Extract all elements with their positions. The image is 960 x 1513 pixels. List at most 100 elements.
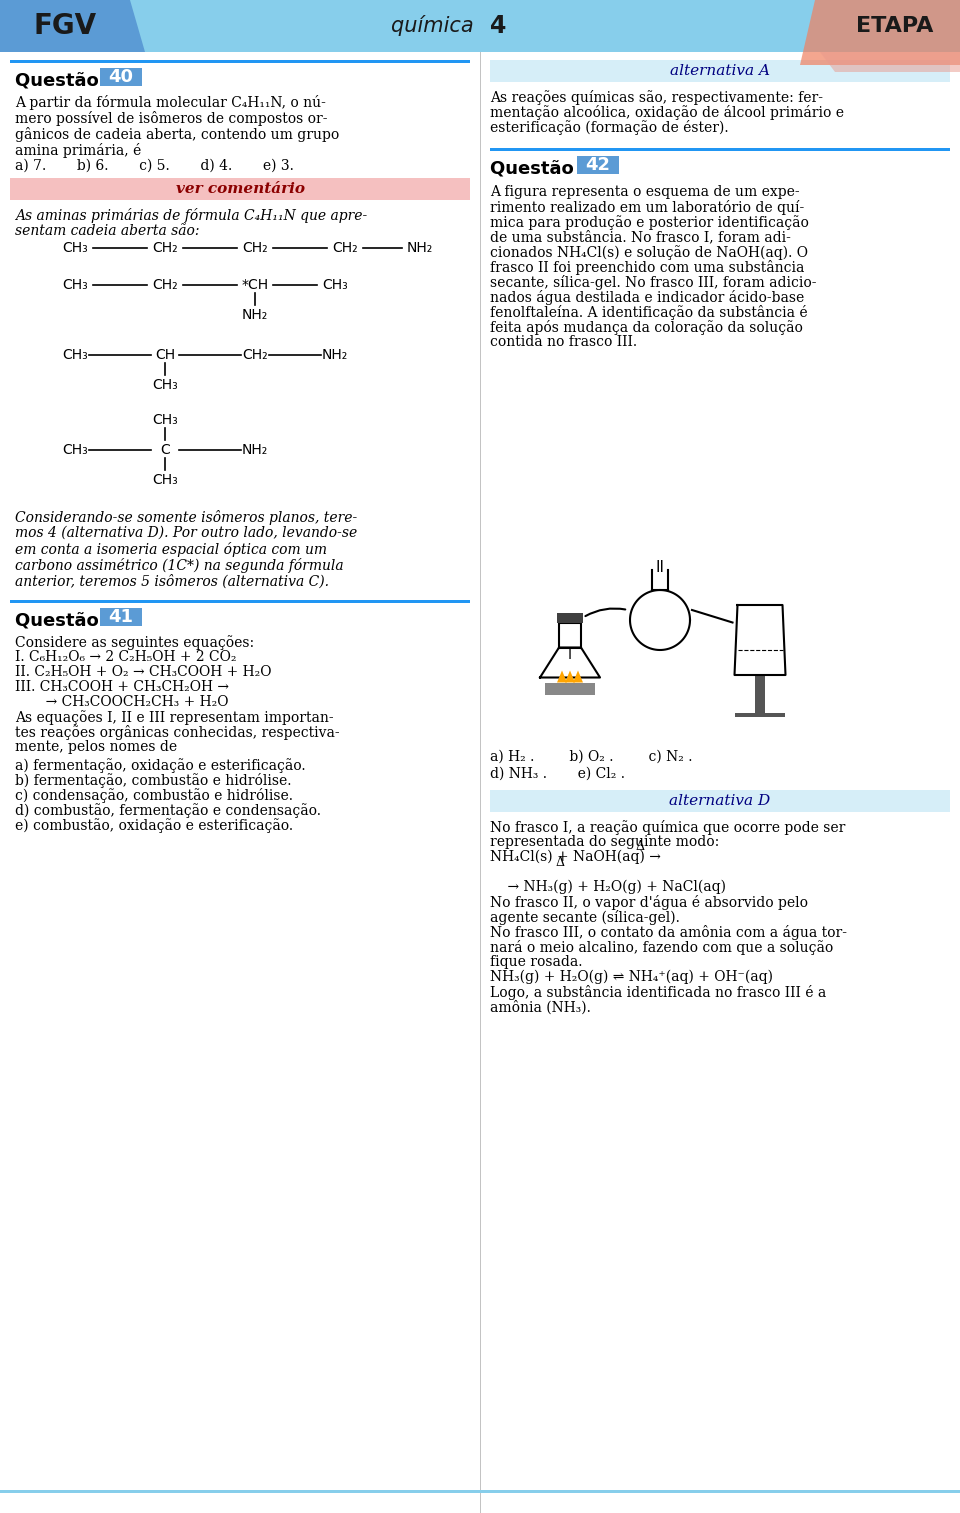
- Text: Considerando-se somente isômeros planos, tere-: Considerando-se somente isômeros planos,…: [15, 510, 357, 525]
- Text: CH₃: CH₃: [152, 474, 178, 487]
- Text: amina primária, é: amina primária, é: [15, 144, 141, 157]
- Text: CH₃: CH₃: [62, 278, 88, 292]
- Text: mero possível de isômeros de compostos or-: mero possível de isômeros de compostos o…: [15, 110, 327, 126]
- Text: NH₄Cl(s) + NaOH(aq) →: NH₄Cl(s) + NaOH(aq) →: [490, 850, 660, 864]
- Text: CH₂: CH₂: [153, 278, 178, 292]
- Polygon shape: [540, 648, 600, 678]
- Text: mentação alcoólica, oxidação de álcool primário e: mentação alcoólica, oxidação de álcool p…: [490, 104, 844, 120]
- Bar: [10, 179, 470, 200]
- Text: Questão: Questão: [490, 160, 580, 179]
- Text: CH₃: CH₃: [323, 278, 348, 292]
- Text: A partir da fórmula molecular C₄H₁₁N, o nú-: A partir da fórmula molecular C₄H₁₁N, o …: [15, 95, 325, 110]
- Text: em conta a isomeria espacial óptica com um: em conta a isomeria espacial óptica com …: [15, 542, 327, 557]
- Text: e) combustão, oxidação e esterificação.: e) combustão, oxidação e esterificação.: [15, 819, 293, 832]
- Bar: [755, 675, 765, 716]
- Bar: [545, 682, 595, 694]
- Text: 4: 4: [490, 14, 506, 38]
- Text: alternativa A: alternativa A: [670, 64, 770, 79]
- Text: 41: 41: [108, 608, 133, 626]
- Text: CH₃: CH₃: [62, 443, 88, 457]
- Text: feita após mudança da coloração da solução: feita após mudança da coloração da soluç…: [490, 321, 803, 334]
- Text: 40: 40: [108, 68, 133, 86]
- Text: CH₃: CH₃: [62, 348, 88, 362]
- Text: d) NH₃ .       e) Cl₂ .: d) NH₃ . e) Cl₂ .: [490, 767, 625, 781]
- Text: CH: CH: [155, 348, 175, 362]
- Text: d) combustão, fermentação e condensação.: d) combustão, fermentação e condensação.: [15, 803, 321, 819]
- Text: CH₃: CH₃: [152, 413, 178, 427]
- Text: secante, sílica-gel. No frasco III, foram adicio-: secante, sílica-gel. No frasco III, fora…: [490, 275, 817, 290]
- Text: gânicos de cadeia aberta, contendo um grupo: gânicos de cadeia aberta, contendo um gr…: [15, 127, 339, 142]
- Text: agente secante (sílica-gel).: agente secante (sílica-gel).: [490, 909, 680, 924]
- Text: anterior, teremos 5 isômeros (alternativa C).: anterior, teremos 5 isômeros (alternativ…: [15, 573, 329, 589]
- Text: As reações químicas são, respectivamente: fer-: As reações químicas são, respectivamente…: [490, 89, 823, 104]
- Text: CH₃: CH₃: [62, 241, 88, 256]
- Text: Δ: Δ: [556, 855, 564, 868]
- Text: CH₂: CH₂: [242, 241, 268, 256]
- Text: I. C₆H₁₂O₆ → 2 C₂H₅OH + 2 CO₂: I. C₆H₁₂O₆ → 2 C₂H₅OH + 2 CO₂: [15, 651, 236, 664]
- Bar: [557, 613, 583, 622]
- Text: fenolftaleína. A identificação da substância é: fenolftaleína. A identificação da substâ…: [490, 306, 807, 321]
- Text: ver comentário: ver comentário: [176, 182, 304, 197]
- Text: CH₃: CH₃: [152, 378, 178, 392]
- Text: 42: 42: [586, 156, 611, 174]
- Text: Logo, a substância identificada no frasco III é a: Logo, a substância identificada no frasc…: [490, 985, 827, 1000]
- Text: No frasco III, o contato da amônia com a água tor-: No frasco III, o contato da amônia com a…: [490, 924, 847, 940]
- Polygon shape: [630, 590, 690, 651]
- Text: carbono assimétrico (1C*) na segunda fórmula: carbono assimétrico (1C*) na segunda fór…: [15, 558, 344, 573]
- Text: rimento realizado em um laboratório de quí-: rimento realizado em um laboratório de q…: [490, 200, 804, 215]
- Text: esterificação (formação de éster).: esterificação (formação de éster).: [490, 120, 729, 135]
- Text: tes reações orgânicas conhecidas, respectiva-: tes reações orgânicas conhecidas, respec…: [15, 725, 340, 740]
- Text: NH₃(g) + H₂O(g) ⇌ NH₄⁺(aq) + OH⁻(aq): NH₃(g) + H₂O(g) ⇌ NH₄⁺(aq) + OH⁻(aq): [490, 970, 773, 985]
- Text: a) H₂ .        b) O₂ .        c) N₂ .: a) H₂ . b) O₂ . c) N₂ .: [490, 750, 692, 764]
- Polygon shape: [0, 0, 145, 51]
- Text: mica para produção e posterior identificação: mica para produção e posterior identific…: [490, 215, 809, 230]
- Polygon shape: [820, 51, 960, 73]
- Text: Questão: Questão: [15, 73, 105, 89]
- Text: → CH₃COOCH₂CH₃ + H₂O: → CH₃COOCH₂CH₃ + H₂O: [15, 694, 228, 710]
- Text: amônia (NH₃).: amônia (NH₃).: [490, 1000, 590, 1014]
- Text: sentam cadeia aberta são:: sentam cadeia aberta são:: [15, 224, 200, 238]
- Text: C: C: [160, 443, 170, 457]
- Text: → NH₃(g) + H₂O(g) + NaCl(aq): → NH₃(g) + H₂O(g) + NaCl(aq): [490, 881, 726, 894]
- Bar: [735, 713, 785, 717]
- Text: III. CH₃COOH + CH₃CH₂OH →: III. CH₃COOH + CH₃CH₂OH →: [15, 679, 229, 694]
- Text: NH₂: NH₂: [242, 309, 268, 322]
- Text: No frasco I, a reação química que ocorre pode ser: No frasco I, a reação química que ocorre…: [490, 820, 846, 835]
- Polygon shape: [573, 670, 583, 682]
- Bar: [490, 790, 950, 812]
- Text: CH₂: CH₂: [332, 241, 358, 256]
- Text: mos 4 (alternativa D). Por outro lado, levando-se: mos 4 (alternativa D). Por outro lado, l…: [15, 527, 357, 540]
- Bar: [100, 68, 142, 86]
- Bar: [100, 608, 142, 626]
- Text: II. C₂H₅OH + O₂ → CH₃COOH + H₂O: II. C₂H₅OH + O₂ → CH₃COOH + H₂O: [15, 666, 272, 679]
- Bar: [10, 61, 470, 62]
- Text: contida no frasco III.: contida no frasco III.: [490, 334, 637, 350]
- Text: NH₂: NH₂: [242, 443, 268, 457]
- Text: No frasco II, o vapor d'água é absorvido pelo: No frasco II, o vapor d'água é absorvido…: [490, 896, 808, 909]
- Text: química: química: [391, 15, 480, 36]
- Text: cionados NH₄Cl(s) e solução de NaOH(aq). O: cionados NH₄Cl(s) e solução de NaOH(aq).…: [490, 245, 808, 260]
- Bar: [490, 148, 950, 150]
- Polygon shape: [559, 622, 581, 648]
- Bar: [0, 1490, 960, 1493]
- Text: nados água destilada e indicador ácido-base: nados água destilada e indicador ácido-b…: [490, 290, 804, 306]
- Text: II: II: [656, 560, 664, 575]
- Text: CH₂: CH₂: [153, 241, 178, 256]
- Bar: [577, 156, 619, 174]
- Polygon shape: [557, 670, 567, 682]
- Text: frasco II foi preenchido com uma substância: frasco II foi preenchido com uma substân…: [490, 260, 804, 275]
- Polygon shape: [565, 670, 575, 682]
- Text: de uma substância. No frasco I, foram adi-: de uma substância. No frasco I, foram ad…: [490, 230, 791, 244]
- Text: As equações I, II e III representam importan-: As equações I, II e III representam impo…: [15, 710, 334, 725]
- Text: A figura representa o esquema de um expe-: A figura representa o esquema de um expe…: [490, 185, 800, 200]
- Text: alternativa D: alternativa D: [669, 794, 771, 808]
- Polygon shape: [734, 605, 785, 675]
- Text: a) 7.       b) 6.       c) 5.       d) 4.       e) 3.: a) 7. b) 6. c) 5. d) 4. e) 3.: [15, 159, 294, 172]
- Text: Questão: Questão: [15, 611, 105, 629]
- Bar: [490, 61, 950, 82]
- Bar: [10, 601, 470, 602]
- Text: NH₂: NH₂: [322, 348, 348, 362]
- Text: NH₂: NH₂: [407, 241, 433, 256]
- Text: *CH: *CH: [241, 278, 269, 292]
- Text: representada do seguinte modo:: representada do seguinte modo:: [490, 835, 719, 849]
